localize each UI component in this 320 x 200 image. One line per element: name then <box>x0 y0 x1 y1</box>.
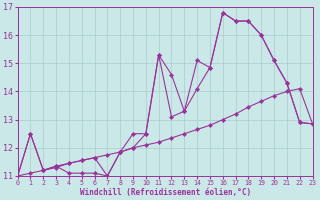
X-axis label: Windchill (Refroidissement éolien,°C): Windchill (Refroidissement éolien,°C) <box>80 188 251 197</box>
